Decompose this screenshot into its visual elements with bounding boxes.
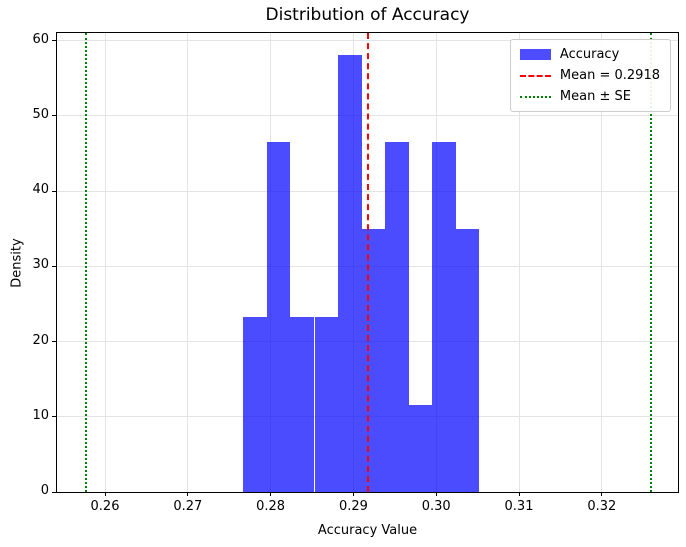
x-tick-mark [601, 492, 603, 496]
accuracy-swatch-icon [519, 49, 551, 60]
histogram-bar [456, 229, 480, 492]
y-tick-label: 60 [32, 31, 49, 47]
x-tick-mark [187, 492, 189, 496]
legend-item-accuracy: Accuracy [519, 47, 660, 62]
y-tick-mark [52, 265, 56, 267]
x-tick-mark [518, 492, 520, 496]
x-tick-mark [104, 492, 106, 496]
y-tick-label: 10 [32, 407, 49, 423]
histogram-bar [290, 317, 315, 492]
histogram-bar [314, 317, 338, 492]
histogram-bar [432, 142, 457, 492]
y-tick-label: 0 [40, 483, 49, 498]
x-axis-label: Accuracy Value [317, 523, 418, 538]
x-tick-label: 0.32 [587, 499, 617, 514]
x-tick-mark [435, 492, 437, 496]
x-tick-label: 0.27 [173, 499, 203, 514]
histogram-bar [408, 404, 433, 492]
x-tick-mark [270, 492, 272, 496]
se-line [84, 33, 87, 492]
y-tick-mark [52, 40, 56, 42]
legend: Accuracy Mean = 0.2918 Mean ± SE [509, 39, 671, 112]
legend-label-se: Mean ± SE [559, 89, 631, 104]
plot-area: 0.26 0.27 0.28 0.29 0.30 0.31 0.32 0 10 20 30 40 50 6… [32, 32, 679, 514]
mean-line-swatch-icon [519, 74, 551, 77]
y-tick-mark [52, 341, 56, 342]
x-gridline [187, 33, 189, 492]
histogram-bar [243, 317, 268, 492]
y-tick-mark [52, 491, 56, 493]
y-tick-mark [52, 416, 56, 418]
y-tick-label: 40 [32, 182, 49, 198]
x-tick-label: 0.30 [421, 499, 451, 514]
x-tick-label: 0.28 [256, 499, 286, 514]
histogram-bar [337, 54, 362, 492]
x-tick-label: 0.31 [504, 499, 534, 514]
y-tick-label: 20 [32, 332, 49, 348]
chart-title: Distribution of Accuracy [265, 5, 470, 25]
histogram-bar [361, 229, 385, 492]
histogram-bar [267, 142, 291, 492]
x-gridline [104, 33, 106, 492]
x-gridline [601, 33, 603, 492]
legend-label-mean: Mean = 0.2918 [559, 68, 660, 83]
se-line [649, 33, 652, 492]
x-tick-label: 0.26 [90, 499, 120, 514]
x-tick-label: 0.29 [338, 499, 368, 514]
x-tick-mark [352, 492, 354, 496]
histogram-bar [384, 142, 409, 492]
y-tick-mark [52, 115, 56, 117]
legend-item-mean: Mean = 0.2918 [519, 68, 660, 83]
y-tick-label: 50 [32, 106, 49, 122]
legend-item-se: Mean ± SE [519, 89, 660, 104]
se-line-swatch-icon [519, 95, 551, 98]
legend-label-accuracy: Accuracy [559, 47, 620, 62]
mean-line [367, 33, 370, 492]
x-gridline [518, 33, 520, 492]
y-tick-mark [52, 190, 56, 192]
y-tick-label: 30 [32, 257, 49, 273]
